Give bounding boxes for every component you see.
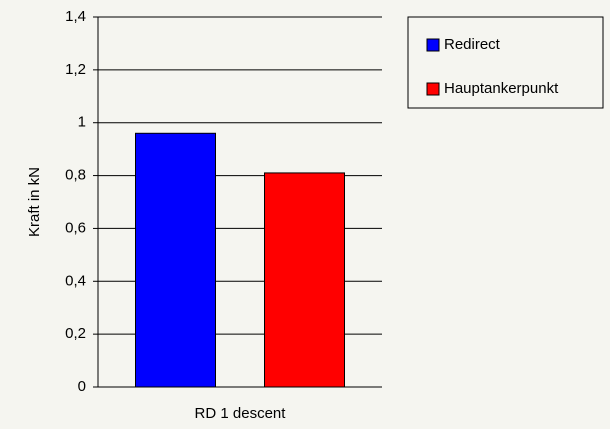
y-tick-label: 0,8: [65, 167, 86, 184]
bar: [135, 132, 216, 388]
y-tick-label: 1: [78, 114, 86, 131]
x-tick-label: RD 1 descent: [195, 405, 287, 422]
y-tick-label: 0,4: [65, 272, 86, 289]
y-tick-label: 0,2: [65, 325, 86, 342]
legend: [407, 16, 604, 109]
legend-label: Hauptankerpunkt: [444, 80, 559, 97]
legend-label: Redirect: [444, 36, 501, 53]
y-tick-label: 1,2: [65, 61, 86, 78]
y-tick-label: 1,4: [65, 8, 86, 25]
legend-swatch: [426, 38, 440, 52]
legend-swatch: [426, 82, 440, 96]
y-axis-title: Kraft in kN: [26, 167, 43, 237]
y-tick-label: 0,6: [65, 219, 86, 236]
y-tick-label: 0: [78, 378, 86, 395]
bar: [264, 172, 345, 388]
